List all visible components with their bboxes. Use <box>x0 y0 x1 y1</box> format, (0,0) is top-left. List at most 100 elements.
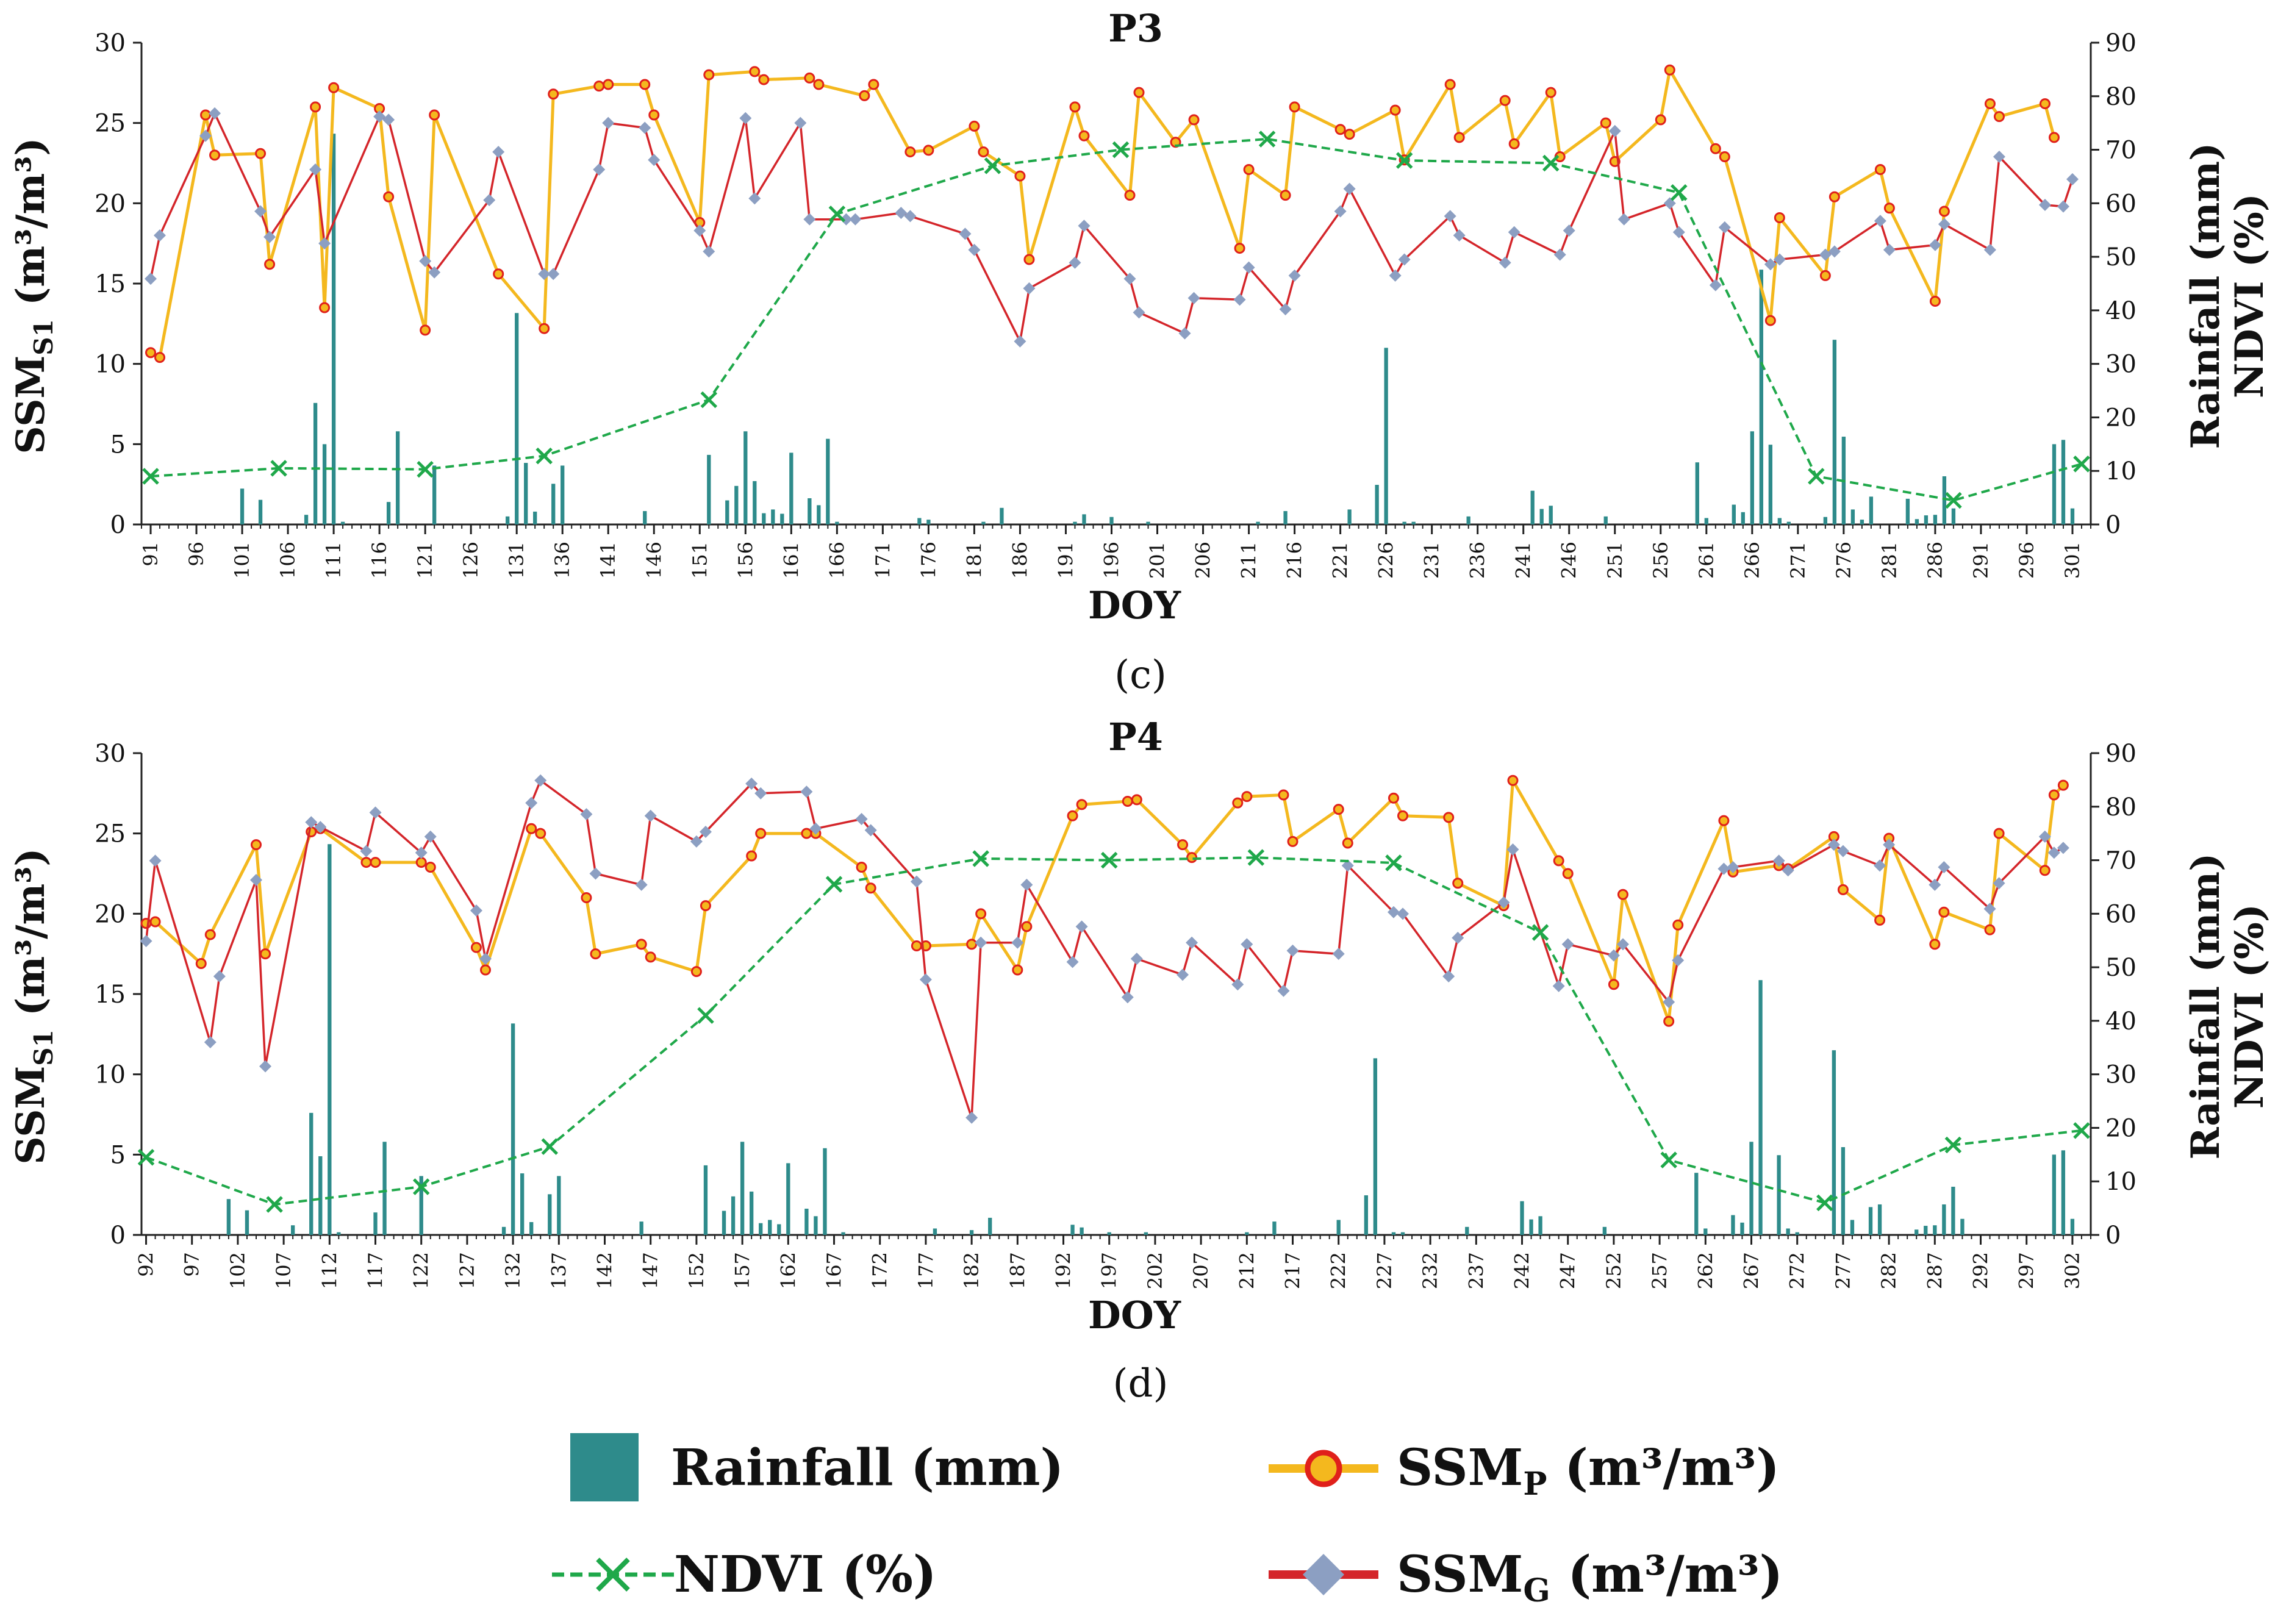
rainfall-bar <box>703 1165 708 1235</box>
ssm-p-point <box>1444 79 1456 90</box>
rainfall-bar <box>1832 340 1837 524</box>
x-tick-label: 136 <box>551 542 574 579</box>
x-tick-label: 231 <box>1420 542 1444 579</box>
ssm-g-swatch-marker <box>1303 1554 1344 1595</box>
ssm-p-point <box>1012 964 1023 976</box>
y-axis-label-sub: S1 <box>29 319 59 356</box>
x-tick-label: 152 <box>685 1252 708 1289</box>
y-axis-label-rainfall: Rainfall (mm) <box>2183 143 2229 449</box>
y-tick-label: 30 <box>95 29 126 57</box>
x-tick-label: 267 <box>1740 1252 1763 1289</box>
rainfall-bar <box>1465 1226 1469 1235</box>
rainfall-bar <box>1144 1232 1148 1235</box>
ssm-g-point <box>809 822 822 835</box>
ssm-g-point <box>1929 238 1941 251</box>
rainfall-bar <box>1777 518 1782 524</box>
ssm-g-point <box>1341 859 1354 872</box>
ssm-g-point <box>1069 256 1081 269</box>
ssm-p-point <box>581 892 592 903</box>
y-tick-label: 25 <box>95 820 126 848</box>
rainfall-bar <box>750 1191 754 1235</box>
ssm-p-point <box>1508 138 1520 149</box>
rainfall-bar <box>548 1194 552 1235</box>
svg-text:SSMS1 (m³/m³): SSMS1 (m³/m³) <box>8 848 59 1164</box>
ssm-p-point <box>1562 868 1574 879</box>
ssm-p-point <box>1067 810 1078 821</box>
ssm-p-point <box>420 324 431 336</box>
rainfall-bar <box>1933 515 1938 524</box>
rainfall-bar <box>762 513 766 524</box>
ssm-g-point <box>965 1111 978 1124</box>
rainfall-bar <box>759 1223 763 1235</box>
ssm-g-point <box>1279 303 1292 316</box>
ssm-g-point <box>360 845 373 857</box>
rainfall-bar <box>740 1142 745 1235</box>
x-tick-label: 202 <box>1144 1252 1167 1289</box>
rainfall-bar <box>419 1176 423 1235</box>
ssm-g-point <box>1178 327 1191 340</box>
y-tick-label: 10 <box>95 351 126 379</box>
rainfall-bar <box>382 1142 387 1235</box>
ndvi-point <box>1258 131 1276 148</box>
ssm-p-point <box>493 268 504 280</box>
ssm-p-line <box>146 779 2065 1023</box>
ndvi-point <box>142 468 159 485</box>
ssm-p-point <box>645 951 656 963</box>
rainfall-bar <box>226 1199 231 1235</box>
ssm-g-point <box>2047 846 2060 859</box>
ssm-p-point <box>1289 101 1300 113</box>
rainfall-bar <box>1704 518 1708 524</box>
ssm-g-point <box>1075 920 1088 933</box>
ssm-g-point <box>259 1060 272 1073</box>
y2-tick-label: 0 <box>2105 511 2121 539</box>
y2-tick-label: 80 <box>2105 83 2137 111</box>
ssm-g-point <box>1938 860 1950 873</box>
y-tick-label: 20 <box>95 190 126 218</box>
rainfall-bar <box>520 1173 525 1235</box>
ssm-g-point <box>483 194 496 207</box>
x-tick-label: 277 <box>1832 1252 1855 1289</box>
ssm-g-point <box>919 973 932 986</box>
ssm-p-point <box>1232 797 1244 809</box>
chart-title: P4 <box>1108 715 1163 759</box>
rainfall-bar <box>826 438 830 524</box>
x-tick-label: 241 <box>1512 542 1535 579</box>
rainfall-bar <box>1539 509 1544 524</box>
rainfall-bar <box>501 1226 506 1235</box>
ndvi-point <box>1808 468 1825 485</box>
rainfall-bar <box>515 313 519 524</box>
ssm-p-point <box>1452 878 1464 889</box>
ssm-p-point <box>548 88 559 100</box>
ssm-g-point <box>1123 273 1136 285</box>
ndvi-point <box>417 460 434 478</box>
y2-tick-label: 0 <box>2105 1222 2121 1250</box>
ssm-g-point <box>1608 124 1621 137</box>
ndvi-line <box>150 138 2082 502</box>
x-tick-label: 226 <box>1375 542 1398 579</box>
rainfall-bar <box>1951 508 1956 524</box>
ssm-g-point <box>840 213 853 226</box>
x-tick-label: 251 <box>1603 542 1627 579</box>
ssm-p-point <box>1076 799 1087 810</box>
rainfall-bar <box>1924 1226 1928 1235</box>
rainfall-bar <box>1272 1222 1277 1235</box>
rainfall-bar <box>1914 519 1919 524</box>
x-tick-label: 186 <box>1008 542 1031 579</box>
rainfall-bar <box>731 1196 736 1235</box>
ssm-p-point <box>1021 921 1033 932</box>
rainfall-bar <box>808 498 812 524</box>
ssm-p-point <box>424 861 436 873</box>
ssm-g-point <box>1993 150 2005 163</box>
x-tick-label: 252 <box>1602 1252 1625 1289</box>
ssm-p-point <box>255 148 267 159</box>
ssm-g-point <box>318 237 331 250</box>
ssm-g-point <box>754 787 767 799</box>
x-tick-label: 221 <box>1329 542 1352 579</box>
rainfall-bar <box>1603 516 1608 524</box>
ssm-g-point <box>1819 248 1832 261</box>
rainfall-bar <box>1777 1155 1781 1235</box>
x-tick-label: 217 <box>1281 1252 1305 1289</box>
rainfall-bar <box>753 481 757 524</box>
y-axis-label-ndvi: NDVI (%) <box>2227 193 2273 398</box>
ssm-g-point <box>1983 243 1996 256</box>
